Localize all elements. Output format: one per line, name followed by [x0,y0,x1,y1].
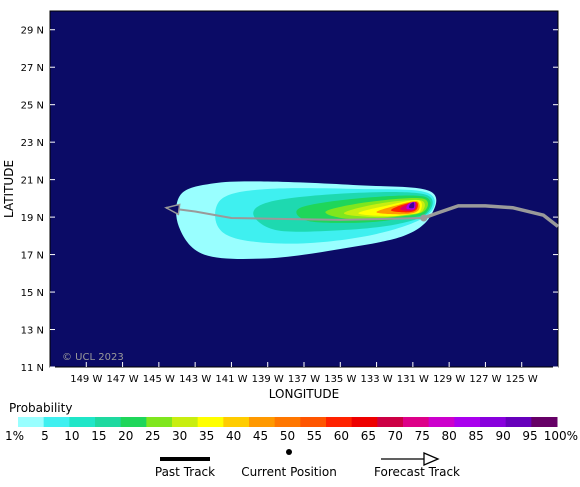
storm-tracks [164,203,560,228]
scale-label: 95 [522,429,537,443]
lon-tick-label: 137 W [288,374,320,385]
lat-tick-label: 17 N [21,251,44,262]
lat-tick-label: 29 N [21,26,44,37]
x-axis-title: LONGITUDE [269,387,339,401]
lon-tick-label: 131 W [397,374,429,385]
scale-swatch [300,417,327,427]
lat-tick-label: 23 N [21,138,44,149]
current-position-legend-label: Current Position [241,465,337,479]
lat-tick-label: 13 N [21,326,44,337]
scale-label: 35 [199,429,214,443]
forecast-track-legend-arrow [381,452,440,466]
scale-label: 70 [388,429,403,443]
lon-tick-label: 125 W [506,374,538,385]
scale-label: 15 [91,429,106,443]
lat-tick-label: 15 N [21,288,44,299]
scale-label: 75 [415,429,430,443]
lon-tick-label: 143 W [179,374,211,385]
scale-label: 50 [280,429,295,443]
lon-tick-label: 147 W [106,374,138,385]
scale-swatch [18,417,45,427]
scale-swatch [480,417,507,427]
scale-swatch [505,417,532,427]
lon-tick-label: 149 W [70,374,102,385]
scale-label: 20 [118,429,133,443]
scale-label: 1% [5,429,24,443]
track-legend: Past Track Current Position Forecast Tra… [155,449,460,479]
scale-label: 100% [544,429,578,443]
scale-swatch [43,417,70,427]
lon-tick-label: 145 W [143,374,175,385]
scale-swatch [403,417,430,427]
scale-label: 55 [307,429,322,443]
lon-tick-label: 127 W [469,374,501,385]
scale-label: 45 [253,429,268,443]
scale-label: 10 [64,429,79,443]
lat-tick-label: 27 N [21,63,44,74]
scale-swatch [454,417,481,427]
current-position-marker [420,214,428,222]
scale-label: 85 [469,429,484,443]
lon-tick-label: 139 W [252,374,284,385]
probability-contour-95 [409,202,415,209]
forecast-track-line [165,206,424,221]
scale-swatch [249,417,276,427]
scale-swatch [146,417,173,427]
scale-label: 25 [145,429,160,443]
lon-tick-label: 141 W [215,374,247,385]
scale-label: 5 [41,429,49,443]
scale-swatch [223,417,250,427]
scale-swatch [69,417,96,427]
scale-swatch [274,417,301,427]
scale-swatch [351,417,378,427]
lat-tick-label: 25 N [21,101,44,112]
lon-tick-label: 129 W [433,374,465,385]
scale-swatch [197,417,224,427]
lon-tick-label: 133 W [360,374,392,385]
axis-ticks: 149 W 147 W 145 W 143 W 141 W 139 W 137 W 135 W… [21,26,558,385]
scale-swatch [428,417,455,427]
lat-tick-label: 21 N [21,176,44,187]
current-position-legend-dot [286,449,292,455]
scale-swatch [326,417,353,427]
y-axis-title: LATITUDE [2,160,16,218]
forecast-track-arrowhead [164,203,181,216]
scale-swatch [172,417,199,427]
scale-swatch [120,417,147,427]
copyright-label: © UCL 2023 [62,352,124,363]
lon-tick-label: 135 W [324,374,356,385]
probability-color-scale: 1% 5 10 15 20 25 30 35 40 45 50 55 60 65 70 75 80 85 90 95 1… [5,417,578,443]
forecast-track-legend-label: Forecast Track [374,465,460,479]
scale-label: 80 [442,429,457,443]
scale-swatch [95,417,122,427]
scale-label: 30 [172,429,187,443]
past-track-legend-label: Past Track [155,465,215,479]
scale-swatch [531,417,558,427]
scale-label: 60 [334,429,349,443]
lat-tick-label: 11 N [21,363,44,374]
scale-label: 40 [226,429,241,443]
scale-title: Probability [9,401,72,415]
past-track-line [423,204,560,228]
scale-label: 65 [361,429,376,443]
lat-tick-label: 19 N [21,213,44,224]
scale-label: 90 [495,429,510,443]
scale-swatch [377,417,404,427]
